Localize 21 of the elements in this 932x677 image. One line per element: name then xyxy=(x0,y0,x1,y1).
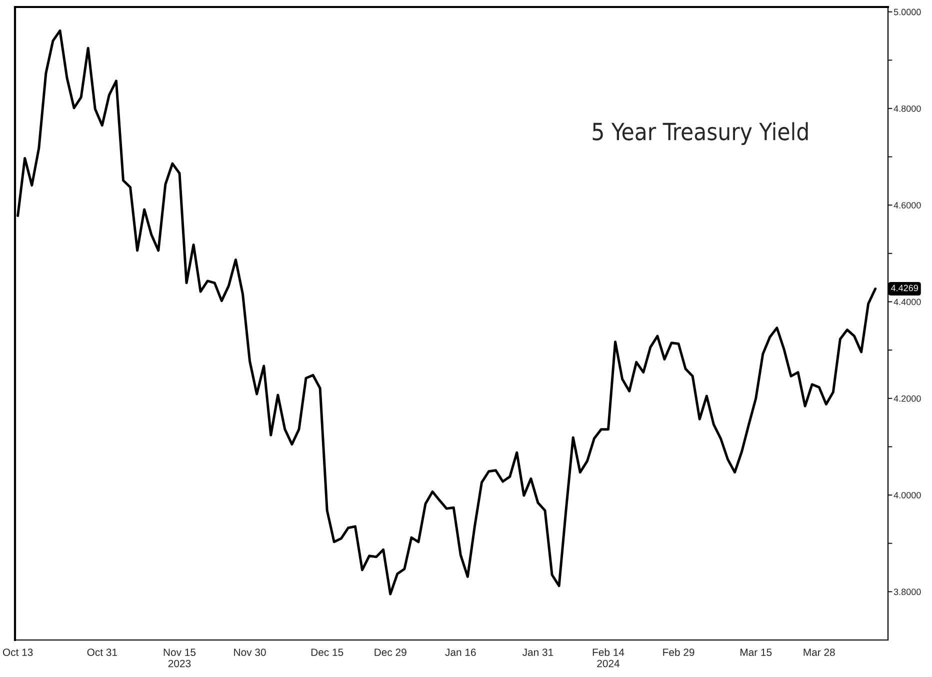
y-tick-label: 4.4000 xyxy=(894,298,921,306)
text: 5 Year Treasury Yield xyxy=(592,122,808,146)
x-tick-label: Nov 15 2023 xyxy=(164,648,196,668)
y-tick-label: 4.0000 xyxy=(894,492,921,498)
x-tick-label: Feb 14 2024 xyxy=(592,648,624,668)
x-tick-label: Oct 13 xyxy=(2,648,33,656)
y-tick-label: 4.8000 xyxy=(894,105,921,112)
x-tick-label: Dec 29 xyxy=(374,648,406,656)
x-tick-label: Oct 31 xyxy=(87,648,117,656)
x-tick-label: Nov 30 xyxy=(234,648,266,656)
y-tick-label: 4.2000 xyxy=(894,395,921,402)
y-tick-label: 3.8000 xyxy=(894,588,921,596)
y-tick-label: 5.0000 xyxy=(894,8,921,16)
x-tick-label: Jan 16 xyxy=(445,648,476,656)
x-tick-label: Feb 29 xyxy=(663,648,694,656)
x-tick-label: Dec 15 xyxy=(311,648,344,656)
y-tick-label: 4.6000 xyxy=(894,202,921,208)
x-tick-label: Jan 31 xyxy=(522,648,554,656)
x-tick-label: Mar 15 xyxy=(740,648,772,656)
annotation: 4.4269 xyxy=(890,284,918,292)
x-tick-label: Mar 28 xyxy=(804,648,835,656)
